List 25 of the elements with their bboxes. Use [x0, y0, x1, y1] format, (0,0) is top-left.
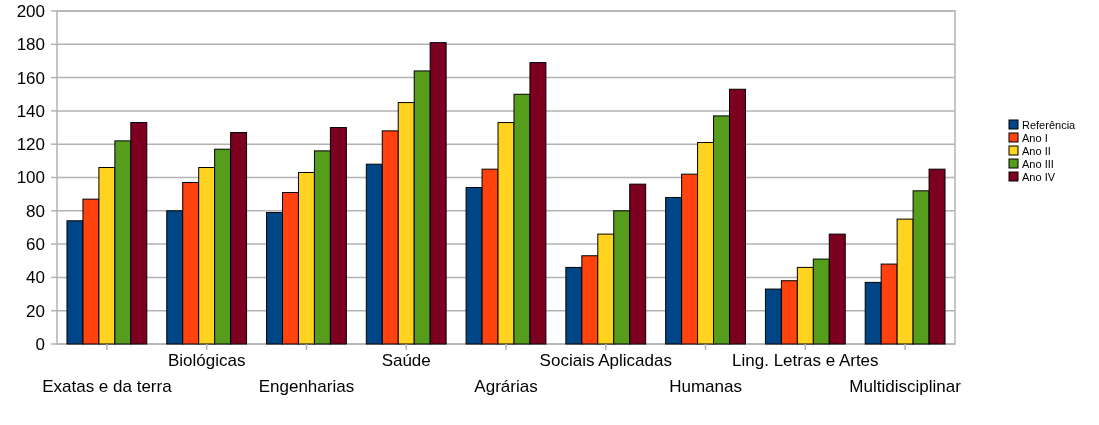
legend-label: Ano IV [1022, 170, 1056, 183]
y-tick-label: 180 [16, 35, 45, 55]
legend-label: Ano II [1022, 144, 1051, 157]
x-tick-label: Saúde [381, 351, 431, 370]
y-tick-label: 60 [26, 235, 45, 255]
legend-label: Referência [1022, 118, 1077, 131]
y-tick-label: 120 [16, 135, 45, 155]
x-tick-label: Sociais Aplicadas [539, 351, 672, 370]
x-tick-label: Biológicas [167, 351, 246, 370]
x-tick-label: Humanas [669, 377, 742, 396]
y-tick-label: 200 [16, 1, 45, 21]
y-tick-label: 0 [35, 334, 45, 354]
y-tick-label: 20 [26, 301, 45, 321]
y-tick-label: 140 [16, 101, 45, 121]
legend-label: Ano III [1022, 157, 1054, 170]
y-tick-label: 160 [16, 68, 45, 88]
y-tick-label: 40 [26, 268, 45, 288]
x-tick-label: Multidisciplinar [849, 377, 962, 396]
y-tick-label: 80 [26, 201, 45, 221]
x-tick-label: Engenharias [258, 377, 355, 396]
legend-label: Ano I [1022, 131, 1048, 144]
y-tick-label: 100 [16, 168, 45, 188]
x-tick-label: Ling. Letras e Artes [732, 351, 879, 370]
x-tick-label: Agrárias [474, 377, 538, 396]
x-tick-label: Exatas e da terra [42, 377, 173, 396]
